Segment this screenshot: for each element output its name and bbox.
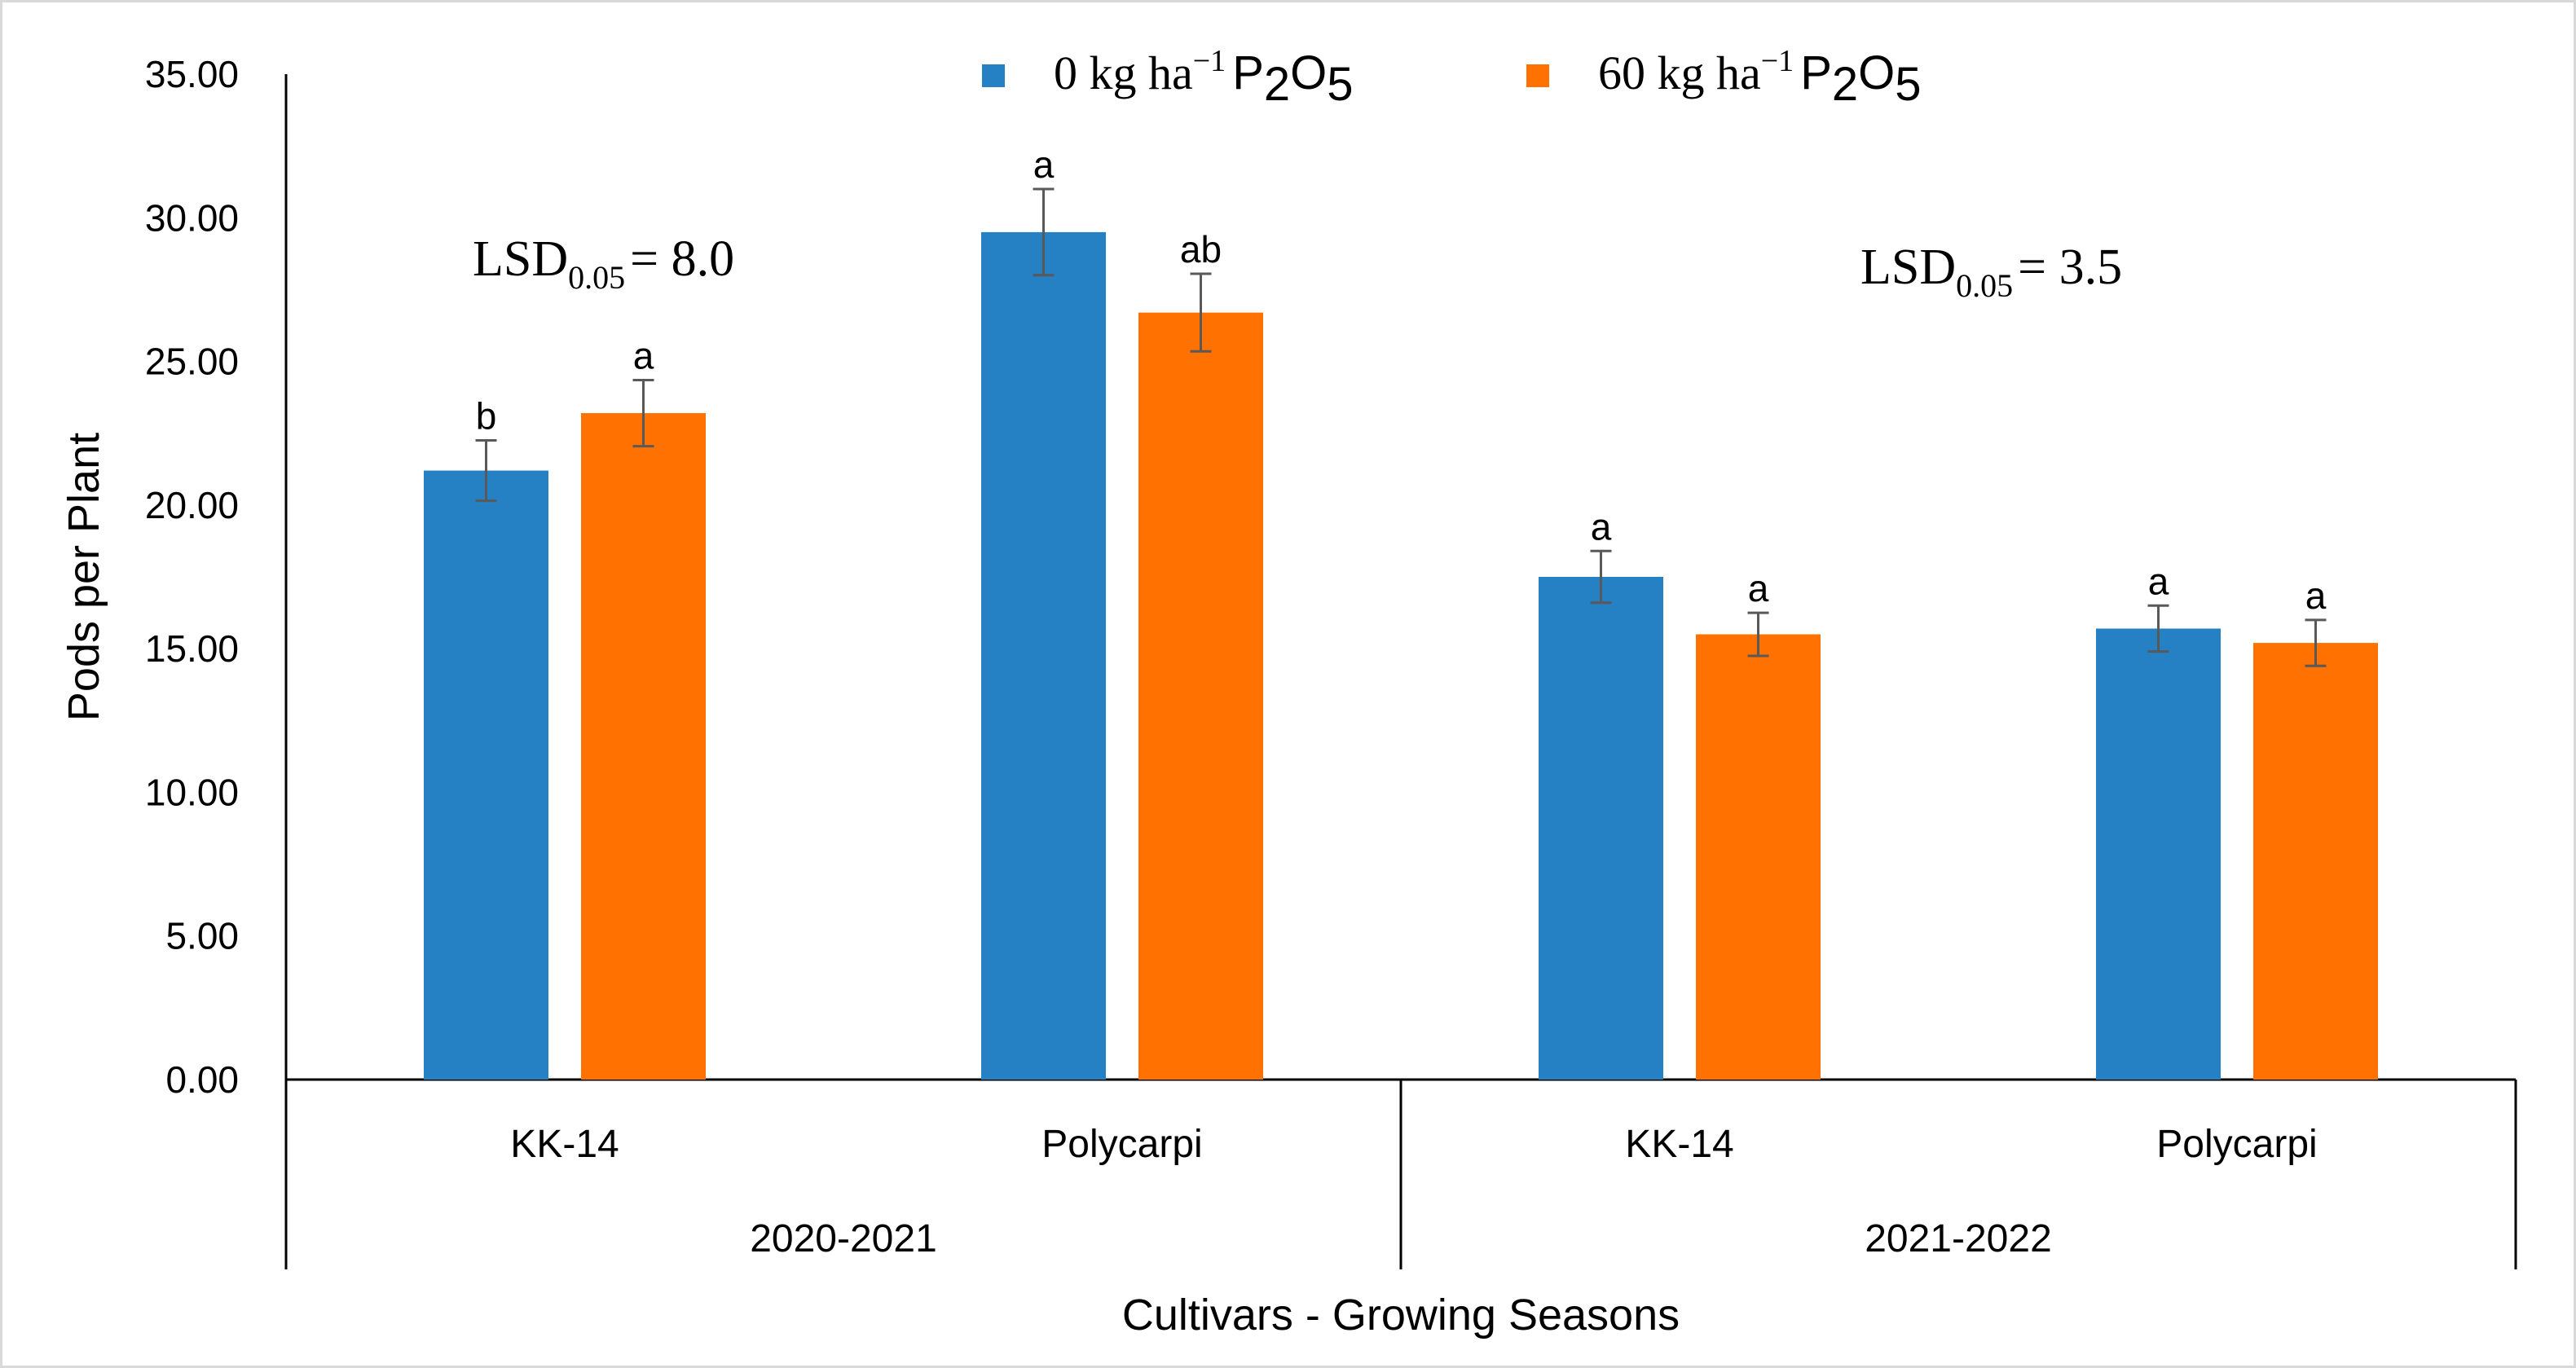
lsd-label: LSD <box>473 231 568 287</box>
bar <box>2096 628 2221 1080</box>
lsd-subscript: 0.05 <box>568 259 625 296</box>
legend-label: 0 kg ha−1 P2O5 <box>1054 44 1354 111</box>
significance-letter: a <box>1748 567 1769 609</box>
y-axis-title: Pods per Plant <box>59 433 108 721</box>
bar <box>1138 312 1263 1080</box>
y-tick-label: 5.00 <box>165 915 239 957</box>
significance-letter: b <box>476 395 497 438</box>
y-tick-label: 0.00 <box>165 1058 239 1101</box>
lsd-value: = 3.5 <box>2018 240 2122 295</box>
legend-label-text: 60 kg ha <box>1598 46 1761 99</box>
bar <box>581 413 706 1080</box>
significance-letter: a <box>2305 574 2327 617</box>
bar <box>981 231 1106 1080</box>
bar <box>2253 643 2378 1080</box>
legend-chem-p: P <box>1232 46 1264 99</box>
significance-letter: a <box>1033 143 1055 186</box>
category-label: Polycarpi <box>1041 1123 1202 1166</box>
legend-chem-o: O <box>1290 46 1327 99</box>
y-tick-label: 20.00 <box>145 484 239 526</box>
legend-swatch <box>982 64 1005 87</box>
y-tick-label: 35.00 <box>145 53 239 95</box>
bar <box>1696 634 1821 1080</box>
lsd-annotation: LSD0.05= 3.5 <box>1860 240 2122 304</box>
bar <box>424 470 548 1080</box>
category-label: KK-14 <box>510 1123 619 1166</box>
legend-superscript: −1 <box>1193 44 1226 78</box>
bar <box>1539 577 1663 1080</box>
legend-label: 60 kg ha−1 P2O5 <box>1598 44 1922 111</box>
y-tick-label: 25.00 <box>145 341 239 383</box>
legend-subscript: 5 <box>1327 58 1353 111</box>
legend-swatch <box>1526 64 1549 87</box>
lsd-annotation: LSD0.05= 8.0 <box>473 231 734 296</box>
group-label: 2021-2022 <box>1865 1217 2052 1260</box>
significance-letter: a <box>2148 560 2169 602</box>
significance-letter: a <box>633 334 654 376</box>
legend-chem-o: O <box>1858 46 1895 99</box>
lsd-value: = 8.0 <box>630 231 734 287</box>
lsd-label: LSD <box>1860 240 1956 295</box>
y-tick-label: 30.00 <box>145 196 239 239</box>
group-label: 2020-2021 <box>750 1217 937 1260</box>
legend-chem-p: P <box>1800 46 1832 99</box>
legend-label-text: 0 kg ha <box>1054 46 1193 99</box>
legend-superscript: −1 <box>1761 44 1794 78</box>
x-axis-title: Cultivars - Growing Seasons <box>1122 1291 1680 1339</box>
legend-subscript: 2 <box>1264 58 1290 111</box>
y-tick-label: 10.00 <box>145 771 239 813</box>
legend-subscript: 2 <box>1832 58 1858 111</box>
legend-subscript: 5 <box>1895 58 1921 111</box>
significance-letter: a <box>1591 505 1612 548</box>
y-tick-label: 15.00 <box>145 627 239 670</box>
significance-letter: ab <box>1180 228 1222 271</box>
category-label: KK-14 <box>1625 1123 1733 1166</box>
lsd-subscript: 0.05 <box>1956 267 2013 304</box>
category-label: Polycarpi <box>2156 1123 2317 1166</box>
